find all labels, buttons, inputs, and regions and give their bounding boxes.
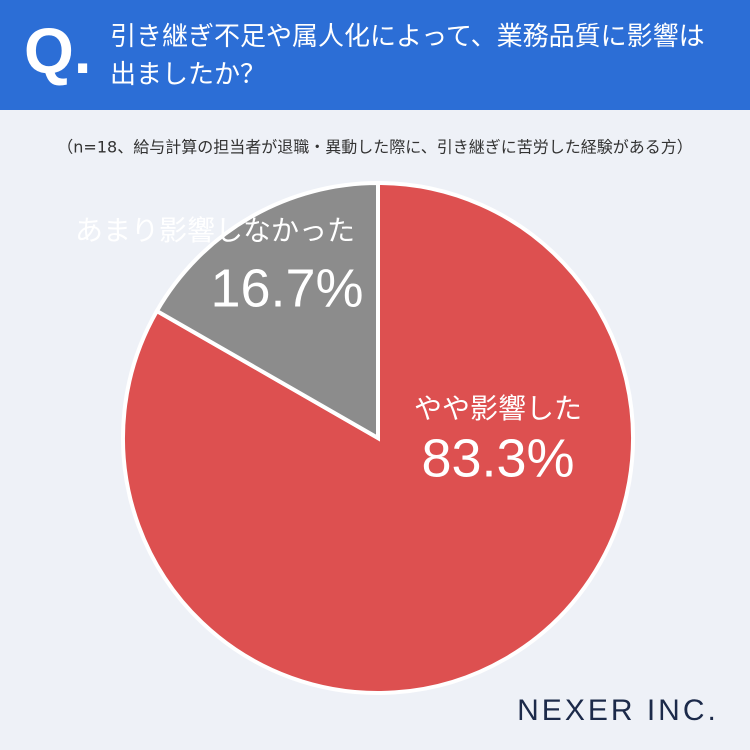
slice-label: やや影響した xyxy=(414,392,582,425)
pie-slice xyxy=(154,180,380,442)
subtitle: （n=18、給与計算の担当者が退職・異動した際に、引き継ぎに苦労した経験がある方… xyxy=(57,138,692,157)
value-label: 83.3% xyxy=(421,428,574,488)
logo: NEXER INC. xyxy=(517,694,719,727)
q-mark: Q. xyxy=(24,15,92,87)
value-label: 16.7% xyxy=(210,258,363,318)
slice-label: あまり影響しなかった xyxy=(75,214,355,247)
question: 引き継ぎ不足や属人化によって、業務品質に影響は出ましたか？ xyxy=(110,22,705,90)
header: Q. 引き継ぎ不足や属人化によって、業務品質に影響は出ましたか？ xyxy=(0,0,750,110)
pie-slice xyxy=(121,180,635,695)
